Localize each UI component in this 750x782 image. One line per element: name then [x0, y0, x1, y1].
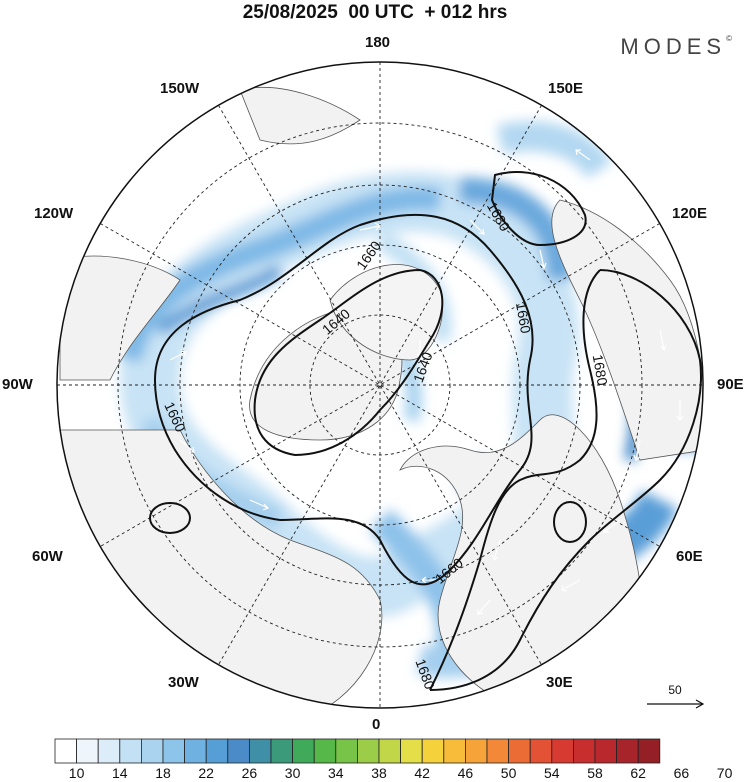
vector-reference-label: 50	[668, 683, 682, 697]
contour-label: 1660	[513, 301, 534, 335]
colorbar-tick-label: 10	[68, 765, 85, 781]
colorbar-tick-label: 18	[155, 765, 171, 781]
map-boundary	[56, 61, 704, 709]
colorbar-swatch	[313, 738, 337, 764]
colorbar-swatch	[162, 738, 186, 764]
colorbar-tick-label: 26	[241, 765, 258, 781]
brand-name: MODES	[620, 34, 727, 59]
colorbar-tick-label: 30	[284, 765, 301, 781]
colorbar-tick-label: 70	[716, 765, 733, 781]
colorbar-tick-label: 58	[587, 765, 603, 781]
map-field: 1660 1640 1680 1660 1640 1660 1680 1660 …	[57, 62, 703, 708]
colorbar-labels: 10 14 18 22 26 30 34 38 42 46 50 54 58 62 66 70	[0, 765, 750, 781]
lon-label-30w: 30W	[168, 674, 199, 691]
colorbar-swatch	[76, 738, 99, 764]
lon-label-top: 180	[365, 34, 391, 51]
colorbar-tick-label: 38	[371, 765, 387, 781]
height-contours	[149, 170, 702, 691]
colorbar-swatch	[292, 738, 315, 764]
lon-label-120e: 120E	[672, 205, 708, 222]
colorbar-swatch	[464, 738, 488, 764]
colorbar-swatch	[227, 738, 250, 764]
colorbar-swatch	[637, 738, 661, 764]
colorbar-swatch	[573, 738, 596, 764]
colorbar-tick-label: 62	[630, 765, 646, 781]
colorbar-tick-label: 54	[544, 765, 560, 781]
colorbar-swatch	[356, 738, 380, 764]
colorbar-swatch	[400, 738, 423, 764]
colorbar-tick-label: 22	[198, 765, 214, 781]
colorbar-swatch	[443, 738, 466, 764]
colorbar-swatch	[594, 738, 618, 764]
colorbar-swatch	[270, 738, 294, 764]
colorbar-swatch	[184, 738, 207, 764]
vector-reference-arrow	[647, 699, 705, 709]
colorbar-swatch	[335, 738, 358, 764]
colorbar-swatch	[616, 738, 639, 764]
colorbar-swatch	[205, 738, 229, 764]
colorbar-tick-label: 34	[328, 765, 344, 781]
map-title: 25/08/2025 00 UTC + 012 hrs	[242, 2, 508, 23]
colorbar-tick-label: 66	[673, 765, 690, 781]
colorbar-tick-label: 14	[112, 765, 128, 781]
colorbar-swatch	[97, 738, 121, 764]
contour-label: 1680	[590, 353, 611, 387]
lon-label-bottom: 0	[372, 716, 381, 733]
lon-label-right: 90E	[717, 376, 744, 393]
colorbar-tick-label: 50	[500, 765, 517, 781]
colorbar-swatch	[378, 738, 402, 764]
lon-label-150e: 150E	[548, 80, 584, 97]
colorbar-swatch	[529, 738, 553, 764]
colorbar-swatch	[54, 738, 78, 764]
colorbar-tick-label: 46	[457, 765, 474, 781]
lon-label-60e: 60E	[676, 548, 703, 565]
colorbar-swatch	[119, 738, 142, 764]
colorbar-swatch	[551, 738, 574, 764]
colorbar-tick-label: 42	[414, 765, 430, 781]
lon-label-30e: 30E	[546, 674, 573, 691]
colorbar-swatch	[508, 738, 531, 764]
brand-mark: ©	[726, 34, 732, 43]
lon-label-150w: 150W	[160, 80, 200, 97]
colorbar	[54, 738, 661, 764]
colorbar-swatch	[248, 738, 272, 764]
colorbar-swatch	[486, 738, 510, 764]
colorbar-swatch	[141, 738, 164, 764]
lon-label-120w: 120W	[34, 205, 74, 222]
lon-label-60w: 60W	[32, 548, 63, 565]
lon-label-left: 90W	[2, 376, 33, 393]
colorbar-swatch	[421, 738, 445, 764]
brand-logo: MODES©	[620, 34, 732, 60]
